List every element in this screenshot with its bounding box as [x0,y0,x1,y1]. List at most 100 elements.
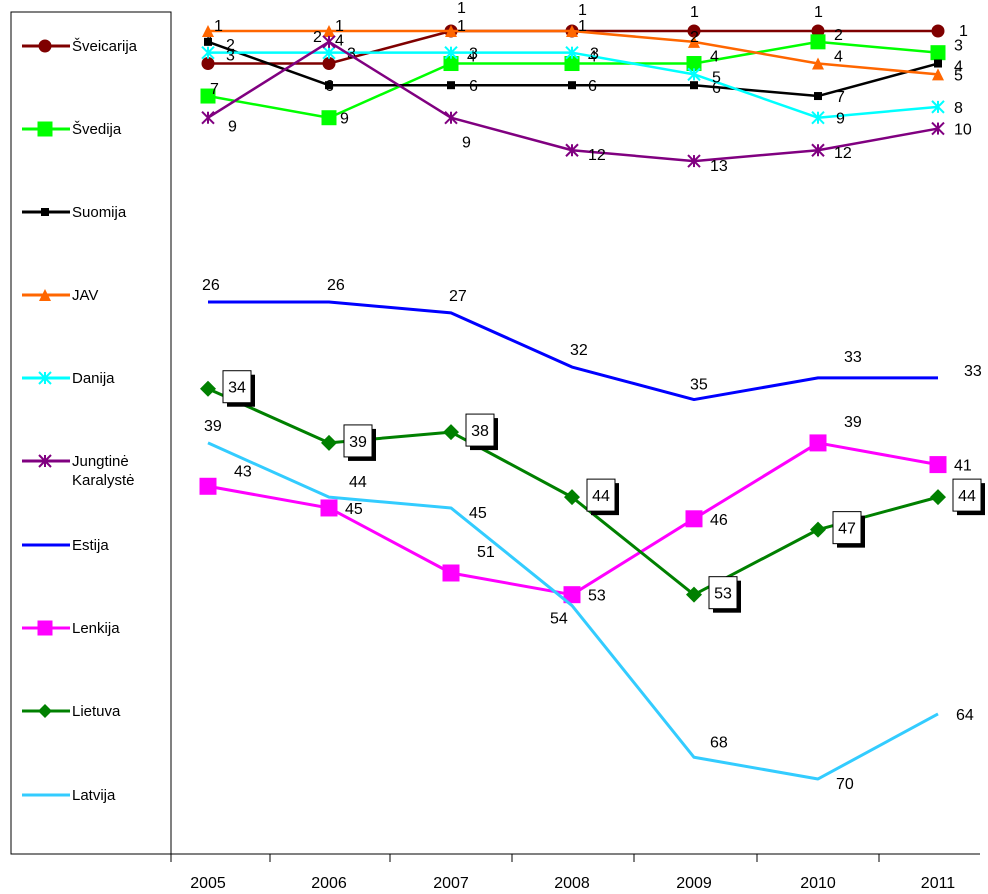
legend-marker-suomija [41,208,49,216]
data-label-lenkija: 43 [234,463,252,480]
legend-label: JAV [72,287,98,304]
data-point-lietuva [686,586,702,603]
data-point-jav [812,57,824,70]
svg-text:44: 44 [958,488,976,505]
legend-marker-jungtine-karalyste [38,454,52,468]
data-point-jav [323,25,335,37]
data-point-suomija [447,81,455,90]
data-point-jungtine-karalyste [322,35,336,49]
data-point-svedija [200,88,216,104]
data-point-danija [565,45,579,60]
x-tick-label: 2009 [676,875,712,892]
x-tick-label: 2007 [433,875,469,892]
data-label-suomija: 7 [836,89,845,106]
data-point-lenkija [809,434,827,452]
series-line-lenkija [207,441,939,597]
data-point-svedija [321,110,337,126]
data-point-danija [322,45,336,60]
data-label-svedija: 2 [834,27,843,44]
data-label-jav: 2 [690,29,699,46]
svg-text:39: 39 [349,434,367,451]
data-label-lenkija: 45 [345,501,363,518]
data-label-jungtine-karalyste: 12 [834,145,852,162]
data-point-jungtine-karalyste [565,143,579,157]
data-point-jungtine-karalyste [687,154,701,168]
data-point-jav [932,68,944,81]
data-point-danija [201,45,215,60]
data-label-danija: 3 [590,46,599,63]
data-point-jungtine-karalyste [444,111,458,125]
data-label-sveicarija: 1 [814,4,823,21]
series-line-estija [208,300,938,402]
data-label-suomija: 2 [226,37,235,54]
x-tick-label: 2011 [921,875,956,892]
legend-marker-jav [39,289,51,301]
data-label-lenkija: 51 [477,544,495,561]
data-label-latvija: 64 [956,707,974,724]
data-label-estija: 33 [964,363,982,380]
svg-text:34: 34 [228,380,246,397]
data-label-lietuva: 39 [343,424,376,461]
data-point-lietuva [200,380,216,397]
data-point-sveicarija [931,24,945,38]
data-label-suomija: 6 [588,78,597,95]
legend-label: Lietuva [72,703,121,720]
data-point-danija [811,111,825,125]
data-label-danija: 9 [836,111,845,128]
data-point-jav [688,35,700,48]
data-point-jungtine-karalyste [201,111,215,125]
data-label-jungtine-karalyste: 9 [228,119,237,136]
data-label-latvija: 70 [836,776,854,793]
data-point-svedija [810,34,826,50]
data-label-lietuva: 44 [952,478,985,516]
data-label-jav: 1 [335,18,344,35]
x-tick-label: 2005 [190,875,226,892]
legend-box [10,11,172,855]
data-label-svedija: 7 [210,81,219,98]
data-label-lietuva: 44 [586,478,619,516]
data-point-suomija [814,92,822,101]
legend-label: Latvija [72,787,116,804]
data-point-svedija [930,45,946,61]
data-label-jav: 1 [457,18,466,35]
data-point-lenkija [442,564,460,582]
data-label-suomija: 6 [469,78,478,95]
data-point-lietuva [930,489,946,506]
legend-marker-lietuva [38,704,52,718]
x-tick-label: 2008 [554,875,590,892]
legend-label: Švedija [72,121,122,138]
data-point-jav [202,25,214,37]
data-label-jungtine-karalyste: 9 [462,135,471,152]
data-label-latvija: 45 [469,505,487,522]
data-label-svedija: 9 [340,111,349,128]
data-point-lenkija [199,477,217,495]
data-label-suomija: 6 [712,80,721,97]
data-label-estija: 26 [327,277,345,294]
data-label-danija: 3 [469,46,478,63]
data-label-svedija: 4 [710,49,719,66]
data-point-lenkija [563,586,581,604]
data-point-jav [445,25,457,37]
data-point-suomija [204,37,212,46]
legend-label: Šveicarija [72,38,138,55]
data-label-lietuva: 38 [465,413,498,451]
data-label-jav: 1 [214,18,223,35]
data-point-sveicarija [322,57,336,71]
legend-label: Karalystė [72,472,135,489]
legend-label: Danija [72,370,115,387]
legend-marker-lenkija [37,620,53,636]
data-label-suomija: 6 [325,78,334,95]
data-label-sveicarija: 1 [578,2,587,19]
data-label-lietuva: 53 [708,576,741,613]
legend-label: Jungtinė [72,453,129,470]
data-label-jungtine-karalyste: 13 [710,158,728,175]
data-label-jungtine-karalyste: 10 [954,122,972,139]
legend-label: Estija [72,537,109,554]
data-point-lietuva [321,434,337,451]
data-point-jungtine-karalyste [931,121,945,136]
svg-text:38: 38 [471,423,489,440]
data-label-jungtine-karalyste: 2 [313,29,322,46]
data-label-danija: 3 [226,48,235,65]
